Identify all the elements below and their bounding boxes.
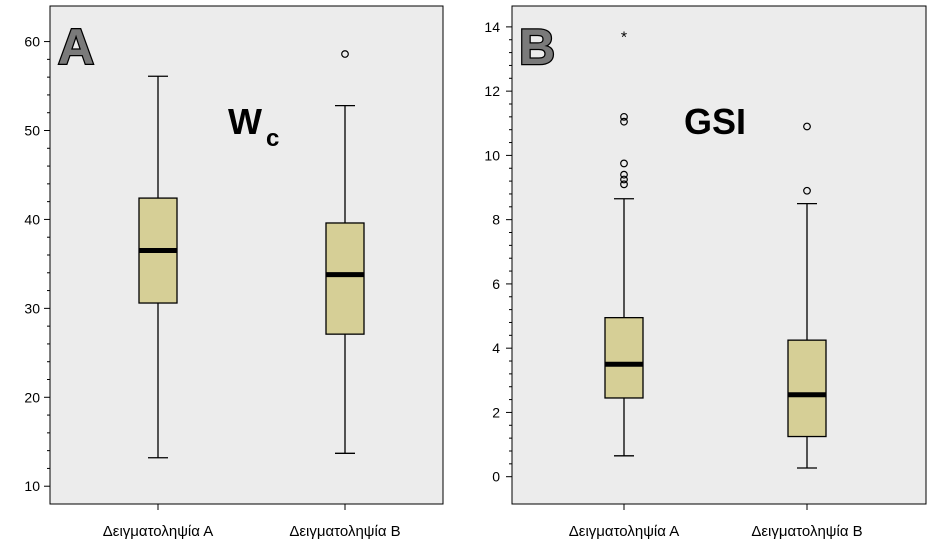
- x-category-label: Δειγματοληψία Β: [751, 523, 862, 540]
- y-tick-label: 12: [484, 83, 500, 99]
- y-tick-label: 14: [484, 19, 500, 35]
- iqr-box: [325, 222, 365, 335]
- y-tick-label: 6: [492, 276, 500, 292]
- y-tick-label: 10: [484, 147, 500, 163]
- iqr-box: [604, 317, 644, 399]
- outlier-point: [620, 159, 628, 168]
- panel-b: 0 2 4 6 8 10 12 14 Δειγματοληψία Α Δειγματοληψία …: [484, 5, 927, 540]
- outlier-point: [620, 170, 628, 179]
- y-tick-label: 2: [492, 404, 500, 420]
- outlier-point: [620, 117, 628, 126]
- x-category-label: Δειγματοληψία Α: [103, 523, 214, 540]
- outlier-point: [341, 50, 349, 58]
- plot-area: [511, 5, 927, 505]
- variable-title: GSI: [684, 101, 746, 142]
- x-category-label: Δειγματοληψία Β: [289, 523, 400, 540]
- extreme-point: *: [621, 30, 627, 47]
- y-tick-label: 60: [24, 34, 40, 50]
- outlier-point: [803, 122, 811, 131]
- y-tick-label: 4: [492, 340, 500, 356]
- panel-letter: A: [58, 19, 94, 75]
- box-2: [787, 122, 827, 469]
- outlier-point: [620, 180, 628, 189]
- iqr-box: [787, 339, 827, 438]
- outlier-point: [620, 175, 628, 184]
- y-tick-label: 50: [24, 123, 40, 139]
- box-1: [138, 75, 178, 459]
- outlier-point: [803, 186, 811, 195]
- plot-area: [49, 5, 444, 505]
- x-category-label: Δειγματοληψία Α: [569, 523, 680, 540]
- y-tick-label: 10: [24, 478, 40, 494]
- box-2: [325, 50, 365, 454]
- y-tick-label: 0: [492, 469, 500, 485]
- y-tick-label: 20: [24, 389, 40, 405]
- y-tick-label: 30: [24, 300, 40, 316]
- outlier-point: [620, 112, 628, 121]
- y-tick-label: 8: [492, 212, 500, 228]
- panel-a: 10 20 30 40 50 60 Δειγματοληψία Α Δειγματοληψία…: [24, 5, 444, 540]
- y-tick-label: 40: [24, 211, 40, 227]
- box-1: *: [604, 30, 644, 457]
- panel-letter: B: [519, 19, 555, 75]
